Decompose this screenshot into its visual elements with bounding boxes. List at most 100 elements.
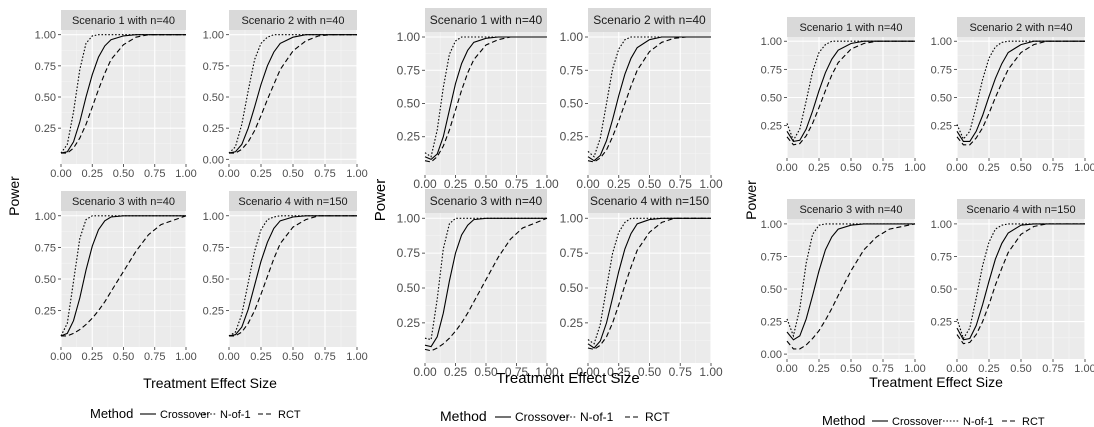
series-line-n-of-1 [587, 36, 711, 158]
legend-entry: Crossover [160, 409, 210, 421]
panel-1: Scenario 1 with n=40 0.00 0.25 0.50 0.75 1.00… [35, 10, 197, 180]
y-tick-label: 0.75 [761, 64, 782, 76]
x-tick-label: 0.75 [669, 365, 693, 379]
x-tick-label: 0.50 [1010, 162, 1031, 174]
x-tick-label: 0.25 [82, 168, 103, 180]
panel-4: Scenario 4 with n=150 0.00 0.25 0.50 0.75 1.0… [931, 199, 1094, 375]
y-tick-label: 0.75 [35, 61, 56, 73]
legend: Method Crossover N-of-1 RCT [90, 406, 301, 421]
panel-strip-title: Scenario 1 with n=40 [799, 22, 902, 34]
x-tick-label: 1.00 [904, 363, 925, 375]
y-tick-label: 0.50 [560, 281, 584, 295]
x-tick-label: 0.50 [638, 365, 662, 379]
panel-strip [61, 191, 186, 211]
y-tick-label: 0.75 [397, 63, 421, 77]
panel-strip-title: Scenario 2 with n=40 [593, 13, 706, 27]
panel-1: Scenario 1 with n=40 0.00 0.25 0.50 0.75 1.00… [761, 17, 926, 174]
x-tick-label: 0.00 [413, 177, 437, 191]
y-tick-label: 0.50 [761, 284, 782, 296]
y-axis-title: Power [743, 180, 759, 220]
y-tick-label: 0.25 [397, 316, 421, 330]
y-tick-label: 0.25 [35, 306, 56, 318]
x-tick-label: 1.00 [346, 351, 367, 363]
panel-strip-title: Scenario 1 with n=40 [430, 13, 543, 27]
series-line-rct [229, 215, 357, 337]
x-tick-label: 0.25 [607, 177, 631, 191]
legend: Method Crossover N-of-1 RCT [440, 408, 670, 424]
y-tick-label: 1.00 [560, 211, 584, 225]
series-line-rct [786, 223, 916, 350]
series-line-crossover [956, 40, 1085, 142]
x-tick-label: 0.50 [1010, 363, 1031, 375]
x-tick-label: 0.00 [946, 363, 967, 375]
legend-entry: N-of-1 [580, 410, 614, 424]
panel-strip-title: Scenario 2 with n=40 [969, 22, 1072, 34]
y-tick-label: 0.75 [203, 242, 224, 254]
panel-strip-title: Scenario 3 with n=40 [430, 194, 543, 208]
y-tick-label: 1.00 [35, 211, 56, 223]
series-line-rct [587, 217, 711, 350]
x-tick-label: 0.50 [474, 365, 498, 379]
y-tick-label: 0.75 [931, 251, 952, 263]
x-tick-label: 0.00 [946, 162, 967, 174]
series-line-rct [956, 40, 1085, 146]
y-tick-label: 0.50 [397, 281, 421, 295]
series-line-rct [61, 34, 186, 154]
x-tick-label: 0.75 [314, 351, 335, 363]
legend-entry: Crossover [515, 410, 570, 424]
panel-strip [425, 8, 547, 32]
series-line-n-of-1 [956, 223, 1085, 340]
series-line-n-of-1 [424, 36, 547, 158]
x-tick-label: 0.50 [282, 168, 303, 180]
panel-strip [61, 10, 186, 30]
y-tick-label: 1.00 [761, 36, 782, 48]
x-tick-label: 1.00 [1074, 162, 1094, 174]
y-tick-label: 0.25 [203, 123, 224, 135]
series-line-n-of-1 [228, 34, 357, 154]
x-tick-label: 0.25 [444, 177, 468, 191]
y-tick-label: 1.00 [203, 211, 224, 223]
series-line-n-of-1 [587, 217, 711, 345]
series-line-n-of-1 [424, 217, 547, 341]
legend-entry: Crossover [892, 416, 942, 427]
figure-3: Scenario 1 with n=40 0.00 0.25 0.50 0.75 1.00… [743, 17, 1094, 427]
legend-entry: N-of-1 [220, 409, 251, 421]
x-tick-label: 1.00 [175, 168, 196, 180]
x-tick-label: 0.00 [776, 162, 797, 174]
x-tick-label: 0.25 [808, 363, 829, 375]
y-tick-label: 0.75 [761, 251, 782, 263]
panel-strip-title: Scenario 4 with n=150 [966, 204, 1075, 216]
y-tick-label: 0.50 [397, 97, 421, 111]
y-tick-label: 0.50 [35, 92, 56, 104]
panel-strip-title: Scenario 3 with n=40 [72, 196, 175, 208]
x-tick-label: 0.50 [840, 363, 861, 375]
y-tick-label: 0.75 [560, 246, 584, 260]
x-tick-label: 1.00 [535, 177, 559, 191]
y-tick-label: 1.00 [397, 30, 421, 44]
x-tick-label: 0.75 [144, 168, 165, 180]
legend-title: Method [90, 406, 133, 421]
x-tick-label: 0.00 [576, 177, 600, 191]
y-tick-label: 0.25 [931, 121, 952, 133]
panel-strip [787, 199, 915, 219]
y-tick-label: 1.00 [931, 36, 952, 48]
x-tick-label: 0.25 [978, 363, 999, 375]
y-tick-label: 1.00 [560, 30, 584, 44]
y-tick-label: 0.75 [931, 64, 952, 76]
y-tick-label: 0.25 [35, 123, 56, 135]
legend-entry: N-of-1 [963, 416, 994, 427]
panel-2: Scenario 2 with n=40 0.00 0.25 0.50 0.75 1.00… [560, 8, 723, 191]
x-tick-label: 0.25 [250, 168, 271, 180]
x-axis-title: Treatment Effect Size [869, 374, 1003, 390]
y-tick-label: 0.50 [931, 93, 952, 105]
panel-4: Scenario 4 with n=150 0.00 0.25 0.50 0.75 1.0… [203, 191, 368, 363]
x-tick-label: 1.00 [904, 162, 925, 174]
panel-strip-title: Scenario 1 with n=40 [72, 15, 175, 27]
x-tick-label: 0.50 [474, 177, 498, 191]
legend-title: Method [440, 408, 487, 424]
figure-2: Scenario 1 with n=40 0.00 0.25 0.50 0.75 1.00… [372, 8, 723, 424]
x-tick-label: 0.25 [808, 162, 829, 174]
panel-strip [957, 17, 1085, 37]
x-tick-label: 0.75 [505, 365, 529, 379]
panel-strip-title: Scenario 4 with n=150 [590, 194, 709, 208]
